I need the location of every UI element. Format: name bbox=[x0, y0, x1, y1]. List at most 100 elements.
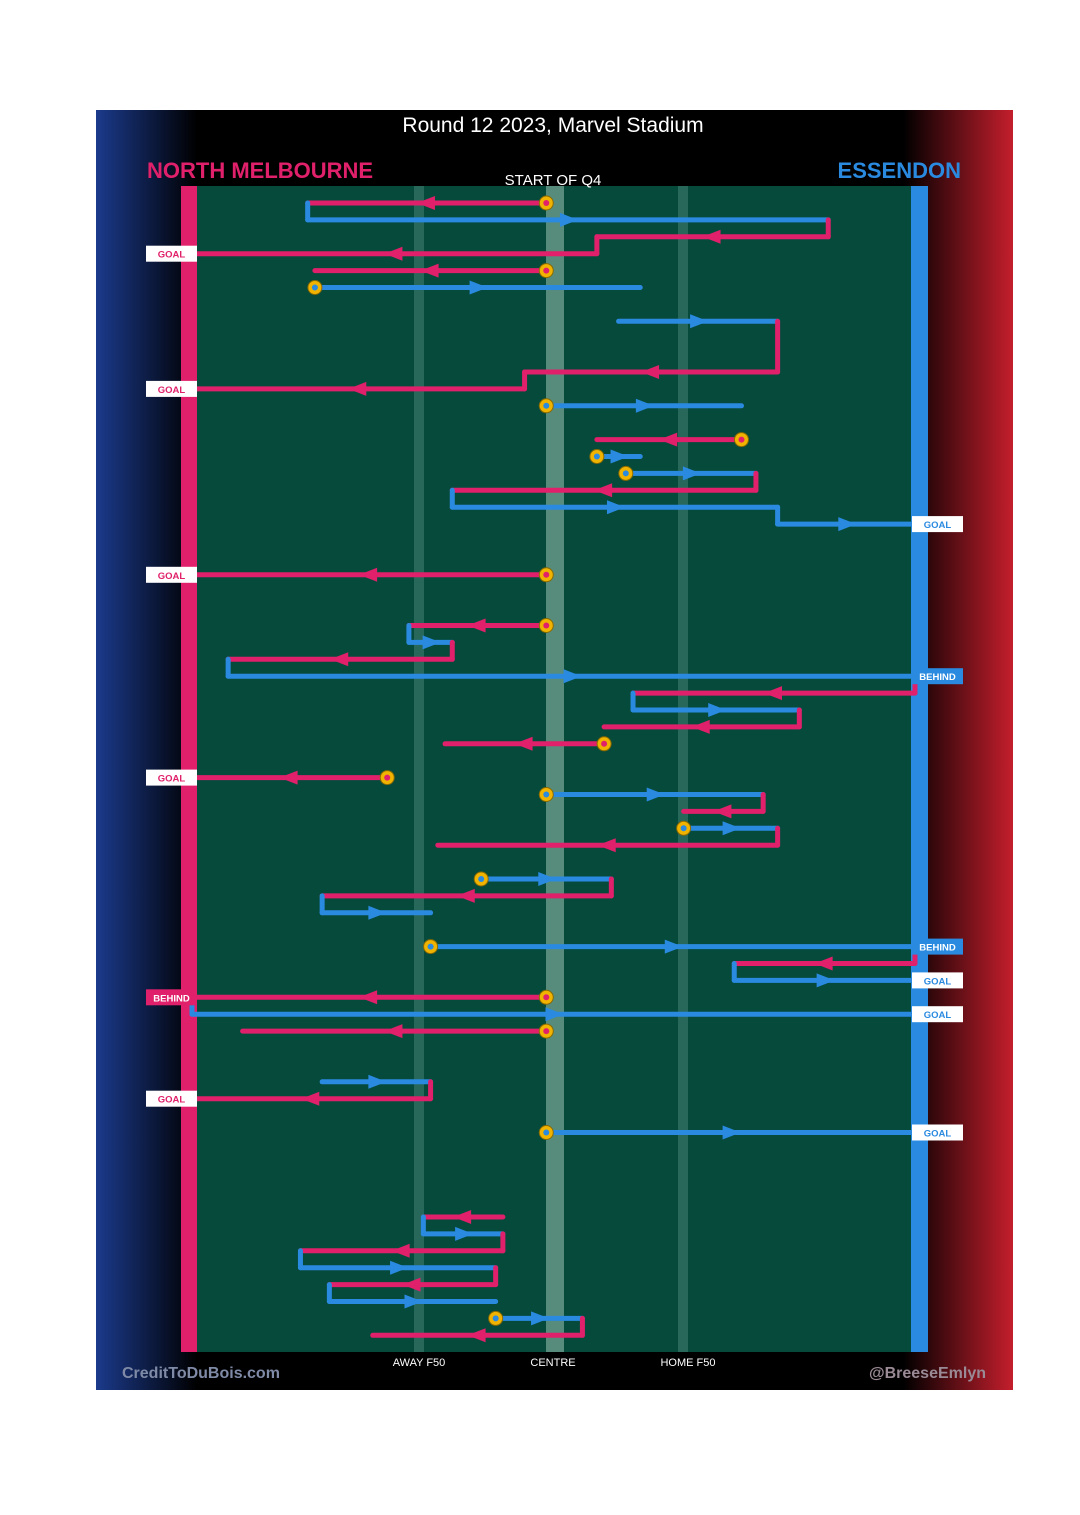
stoppage-marker-core bbox=[543, 267, 550, 274]
chain-arrow bbox=[722, 821, 741, 836]
outcome-badge bbox=[912, 1006, 963, 1023]
home-team-name: NORTH MELBOURNE bbox=[147, 158, 373, 183]
stoppage-marker-core bbox=[384, 774, 391, 781]
outcome-badge bbox=[912, 516, 963, 533]
chain-arrow bbox=[402, 1277, 421, 1292]
outcome-badge bbox=[912, 1124, 963, 1141]
chain-arrow bbox=[422, 635, 441, 650]
stoppage-marker-core bbox=[543, 571, 550, 578]
outcome-label-goal: GOAL bbox=[924, 976, 952, 987]
chain-arrow bbox=[682, 466, 701, 481]
chain-arrow bbox=[814, 956, 833, 971]
outcome-badge bbox=[912, 972, 963, 989]
footer-handle: @BreeseEmlyn bbox=[869, 1365, 986, 1382]
chain-arrow bbox=[416, 196, 435, 210]
stoppage-marker-layer bbox=[307, 195, 749, 1326]
chain-arrow bbox=[348, 381, 367, 396]
chain-arrow bbox=[330, 652, 349, 667]
outcome-label-goal: GOAL bbox=[924, 1129, 952, 1140]
stoppage-marker-core bbox=[622, 470, 629, 477]
chain-arrow bbox=[279, 770, 298, 785]
centre-line bbox=[546, 186, 564, 1352]
stoppage-marker-core bbox=[543, 622, 550, 629]
chain-arrow bbox=[384, 246, 403, 261]
chain-arrow bbox=[722, 1125, 741, 1140]
chain-arrow bbox=[764, 686, 783, 701]
outcome-badge bbox=[146, 566, 197, 583]
stoppage-marker-core bbox=[680, 825, 687, 832]
chain-arrow bbox=[467, 1328, 486, 1343]
outcome-label-goal: GOAL bbox=[158, 1095, 186, 1106]
stoppage-marker-core bbox=[543, 1028, 550, 1035]
tick-label-centre: CENTRE bbox=[530, 1357, 575, 1369]
chain-arrow bbox=[545, 1007, 564, 1022]
outcome-label-goal: GOAL bbox=[158, 385, 186, 396]
outcome-badge bbox=[912, 668, 963, 685]
stoppage-marker-core bbox=[738, 436, 745, 443]
stoppage-marker-core bbox=[311, 284, 318, 291]
away-team-name: ESSENDON bbox=[838, 158, 961, 183]
chain-arrow bbox=[301, 1091, 320, 1106]
chain-arrow bbox=[606, 500, 625, 515]
outcome-badge bbox=[146, 380, 197, 397]
chain-arrow bbox=[390, 1260, 409, 1275]
chain-arrow bbox=[456, 888, 475, 903]
chain-layer bbox=[189, 196, 918, 1343]
north-melbourne-goal-line bbox=[181, 186, 197, 1352]
chain-arrow bbox=[659, 432, 678, 447]
chain-arrow bbox=[384, 1024, 403, 1039]
chain-arrow bbox=[713, 804, 732, 819]
stoppage-marker-core bbox=[478, 876, 485, 882]
chart-panel: Round 12 2023, Marvel Stadium NORTH MELB… bbox=[96, 110, 1013, 1390]
tick-label-away-f50: AWAY F50 bbox=[393, 1357, 446, 1369]
outcome-label-goal: GOAL bbox=[158, 774, 186, 785]
outcome-badge bbox=[146, 245, 197, 262]
home-f50-line bbox=[678, 186, 688, 1352]
chain-arrow bbox=[597, 838, 616, 853]
outcome-label-behind: BEHIND bbox=[919, 672, 956, 683]
tick-label-home-f50: HOME F50 bbox=[660, 1357, 715, 1369]
stoppage-marker-core bbox=[543, 791, 550, 798]
chain-arrow bbox=[455, 1226, 474, 1241]
chain-arrow bbox=[391, 1243, 410, 1258]
chain-arrow bbox=[702, 229, 721, 244]
chain-arrow bbox=[453, 1210, 472, 1224]
stoppage-marker-core bbox=[492, 1315, 499, 1322]
chain-arrow bbox=[531, 1311, 550, 1326]
chain-arrow bbox=[708, 703, 727, 717]
chain-arrow bbox=[664, 939, 683, 954]
period-label: START OF Q4 bbox=[505, 172, 602, 189]
chain-arrow bbox=[404, 1294, 423, 1309]
stoppage-marker-core bbox=[543, 1129, 550, 1136]
chain-arrow bbox=[838, 517, 857, 532]
essendon-goal-line bbox=[911, 186, 928, 1352]
outcome-label-goal: GOAL bbox=[158, 571, 186, 582]
outcome-badge bbox=[146, 1090, 197, 1107]
chain-arrow bbox=[359, 990, 378, 1005]
chain-arrow bbox=[641, 365, 660, 379]
outcome-label-goal: GOAL bbox=[158, 250, 186, 261]
outcome-label-goal: GOAL bbox=[924, 1010, 952, 1021]
outcome-badge bbox=[912, 938, 963, 955]
chain-arrow bbox=[368, 1074, 387, 1089]
kick-chain-chart: Round 12 2023, Marvel Stadium NORTH MELB… bbox=[96, 110, 1013, 1390]
chain-arrow bbox=[646, 787, 665, 802]
chain-arrow bbox=[538, 872, 557, 886]
outcome-label-behind: BEHIND bbox=[153, 993, 190, 1004]
away-f50-line bbox=[414, 186, 424, 1352]
chain-arrow bbox=[514, 736, 533, 751]
outcome-label-behind: BEHIND bbox=[919, 943, 956, 954]
stoppage-marker-core bbox=[601, 740, 608, 747]
chain-arrow bbox=[816, 973, 835, 988]
chart-title: Round 12 2023, Marvel Stadium bbox=[402, 114, 703, 137]
chain-arrow bbox=[635, 398, 654, 413]
chain-arrow bbox=[563, 669, 582, 684]
chain-arrow bbox=[420, 263, 439, 278]
outcome-label-goal: GOAL bbox=[924, 520, 952, 531]
chain-arrow bbox=[469, 280, 488, 295]
chain-arrow bbox=[368, 905, 387, 920]
footer-credit: CreditToDuBois.com bbox=[122, 1365, 280, 1382]
outcome-badge bbox=[146, 769, 197, 786]
chain-arrow bbox=[359, 567, 378, 582]
outcome-label-layer: GOAL GOAL GOAL GOAL BEHIND GOAL BEHIND GOAL BEHI… bbox=[146, 245, 963, 1141]
